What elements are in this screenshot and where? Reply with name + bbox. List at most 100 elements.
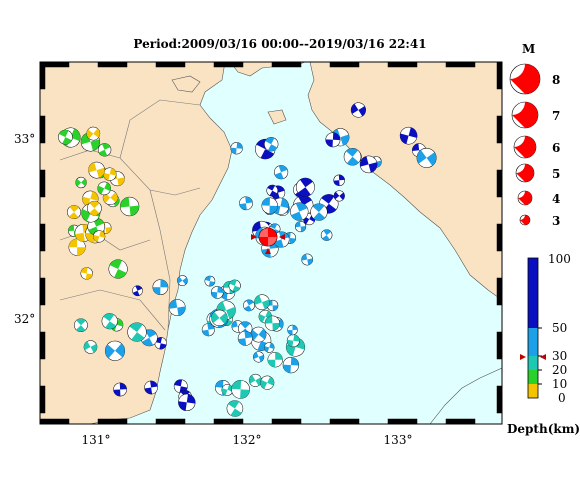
magnitude-label-7: 7 — [552, 109, 560, 123]
earthquake-beachball — [113, 382, 127, 397]
earthquake-beachball — [101, 313, 118, 330]
earthquake-beachball — [231, 380, 250, 399]
earthquake-beachball — [152, 279, 169, 296]
earthquake-beachball — [97, 181, 111, 196]
land-island — [171, 75, 201, 93]
earthquake-markers — [58, 102, 437, 417]
earthquake-beachball — [267, 351, 283, 368]
depth-band-30-50 — [528, 328, 538, 356]
earthquake-beachball — [359, 155, 378, 174]
earthquake-beachball — [301, 253, 314, 266]
depth-unit-label: Depth(km) — [507, 422, 580, 436]
earthquake-beachball — [248, 373, 262, 387]
depth-colorbar: 100 50 30 20 10 0 Depth(km) — [507, 252, 580, 436]
earthquake-beachball — [266, 184, 279, 197]
earthquake-beachball — [261, 197, 278, 214]
earthquake-beachball — [119, 196, 140, 217]
main-event-marker — [251, 227, 285, 254]
earthquake-beachball — [178, 393, 196, 412]
earthquake-beachball — [343, 148, 362, 166]
depth-tick-30: 30 — [552, 349, 567, 363]
earthquake-beachball — [274, 165, 289, 180]
earthquake-beachball — [260, 375, 275, 390]
earthquake-beachball — [399, 126, 418, 145]
earthquake-beachball — [168, 299, 186, 317]
earthquake-beachball — [67, 205, 81, 220]
earthquake-beachball — [263, 342, 275, 353]
earthquake-beachball — [132, 285, 143, 297]
magnitude-symbol-8 — [509, 63, 541, 95]
magnitude-symbol-3 — [519, 214, 531, 226]
earthquake-beachball — [226, 400, 244, 417]
earthquake-beachball — [416, 147, 437, 168]
earthquake-beachball — [58, 129, 73, 145]
earthquake-beachball — [320, 229, 333, 241]
earthquake-beachball — [253, 351, 265, 363]
lat-label-32: 32° — [14, 312, 35, 326]
earthquake-beachball — [74, 318, 88, 333]
earthquake-beachball — [325, 132, 341, 148]
magnitude-symbol-4 — [517, 190, 533, 206]
magnitude-symbol-5 — [515, 163, 535, 183]
depth-tick-10: 10 — [552, 377, 567, 391]
lon-label-132: 132° — [233, 433, 262, 447]
earthquake-beachball — [211, 309, 228, 327]
earthquake-beachball — [237, 330, 253, 346]
depth-band-0-10 — [528, 384, 538, 398]
earthquake-beachball — [264, 315, 280, 331]
depth-band-20-30 — [528, 356, 538, 370]
earthquake-beachball — [333, 174, 345, 187]
earthquake-beachball — [97, 143, 112, 157]
land-shikoku — [307, 62, 502, 301]
earthquake-beachball — [104, 340, 126, 361]
map-frame — [39, 61, 503, 425]
map-title: Period:2009/03/16 00:00--2019/03/16 22:4… — [133, 37, 427, 51]
lon-label-131: 131° — [82, 433, 111, 447]
earthquake-beachball — [75, 176, 87, 189]
earthquake-beachball — [290, 202, 309, 221]
prefecture-boundary — [59, 99, 201, 331]
earthquake-beachball — [87, 200, 102, 216]
depth-tick-100: 100 — [548, 252, 571, 266]
map-area — [40, 62, 502, 424]
earthquake-beachball — [83, 340, 98, 354]
earthquake-beachball — [93, 230, 106, 243]
magnitude-legend: M 8 7 6 5 4 — [509, 42, 560, 228]
earthquake-beachball — [282, 356, 300, 374]
magnitude-label-3: 3 — [552, 214, 560, 228]
earthquake-beachball — [228, 279, 241, 292]
earthquake-beachball — [230, 142, 243, 155]
earthquake-beachball — [204, 275, 216, 287]
land-kyushu — [40, 62, 233, 424]
earthquake-beachball — [295, 221, 307, 233]
earthquake-beachball — [239, 196, 253, 211]
magnitude-legend-heading: M — [522, 42, 535, 56]
lat-label-33: 33° — [14, 132, 35, 146]
earthquake-beachball — [127, 322, 147, 342]
depth-tick-20: 20 — [552, 363, 567, 377]
earthquake-beachball — [295, 177, 315, 197]
earthquake-beachball — [108, 259, 128, 279]
earthquake-beachball — [68, 238, 86, 256]
lon-label-133: 133° — [384, 433, 413, 447]
earthquake-beachball — [88, 161, 105, 179]
magnitude-label-6: 6 — [552, 141, 560, 155]
earthquake-beachball — [333, 190, 345, 202]
earthquake-beachball — [144, 380, 158, 395]
earthquake-beachball — [254, 294, 270, 311]
earthquake-beachball — [286, 334, 300, 348]
depth-tick-50: 50 — [552, 321, 567, 335]
earthquake-beachball — [210, 286, 224, 299]
earthquake-beachball — [250, 326, 267, 343]
earthquake-beachball — [310, 203, 328, 221]
earthquake-beachball — [201, 323, 215, 337]
trench-line — [429, 367, 502, 424]
earthquake-beachball — [264, 137, 279, 152]
depth-tick-0: 0 — [558, 391, 566, 405]
earthquake-beachball — [86, 126, 101, 141]
earthquake-beachball — [243, 299, 255, 312]
magnitude-symbol-7 — [511, 101, 539, 129]
depth-band-10-20 — [528, 370, 538, 384]
earthquake-beachball — [287, 324, 298, 336]
